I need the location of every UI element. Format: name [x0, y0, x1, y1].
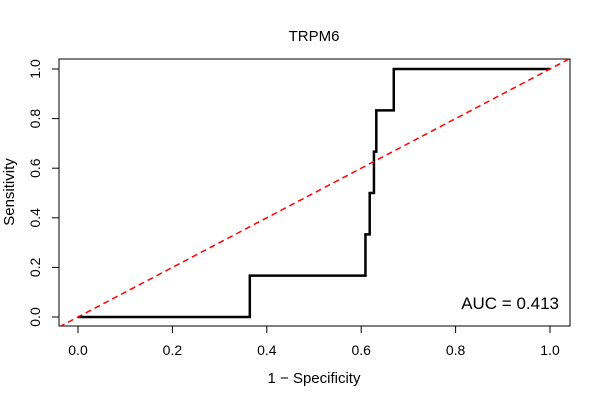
x-tick-label: 0.2	[163, 342, 183, 358]
y-tick-label: 0.6	[27, 158, 43, 178]
x-axis-label: 1 − Specificity	[268, 370, 361, 387]
roc-curve-line	[78, 67, 550, 319]
y-axis: 0.0 0.2 0.4 0.6 0.8 1.0	[27, 59, 60, 327]
chart-title: TRPM6	[289, 28, 340, 45]
x-tick-label: 1.0	[540, 342, 560, 358]
y-tick-label: 0.0	[27, 307, 43, 327]
x-tick-label: 0.4	[257, 342, 277, 358]
y-tick-label: 0.8	[27, 109, 43, 129]
auc-annotation: AUC = 0.413	[461, 294, 559, 313]
y-tick-label: 0.4	[27, 208, 43, 228]
x-tick-label: 0.0	[68, 342, 88, 358]
x-tick-label: 0.6	[351, 342, 371, 358]
y-tick-label: 1.0	[27, 59, 43, 79]
x-axis: 0.0 0.2 0.4 0.6 0.8 1.0	[68, 325, 560, 358]
y-tick-label: 0.2	[27, 257, 43, 277]
reference-line	[59, 59, 570, 326]
x-tick-label: 0.8	[446, 342, 466, 358]
y-axis-label: Sensitivity	[1, 158, 18, 226]
series-layer	[59, 59, 570, 326]
